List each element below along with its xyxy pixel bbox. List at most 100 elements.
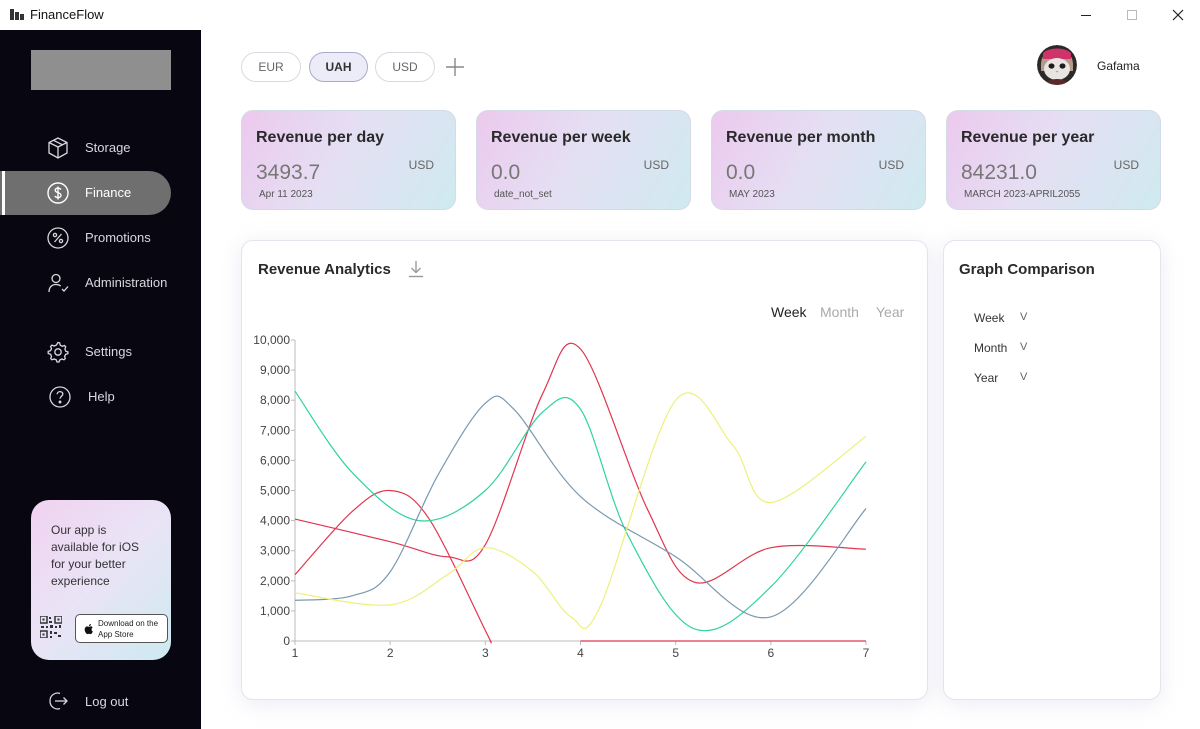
- sidebar-item-promotions[interactable]: Promotions: [0, 216, 171, 260]
- sidebar-item-finance[interactable]: Finance: [0, 171, 171, 215]
- y-tick-label: 9,000: [260, 363, 290, 377]
- app-logo-icon: [10, 9, 24, 20]
- sidebar-item-label: Storage: [85, 140, 131, 155]
- maximize-button[interactable]: [1109, 0, 1155, 30]
- card-date: Apr 11 2023: [259, 189, 313, 200]
- comparison-dropdown-year[interactable]: Year V: [974, 371, 1027, 385]
- minimize-button[interactable]: [1063, 0, 1109, 30]
- comparison-dropdown-month[interactable]: Month V: [974, 341, 1027, 355]
- download-icon[interactable]: [406, 259, 426, 279]
- revenue-line-chart: 0 1,000 2,000 3,000 4,000 5,000 6,000 7,000 8,00…: [253, 333, 870, 660]
- sidebar-item-label: Administration: [85, 275, 168, 290]
- x-tick-label: 6: [767, 646, 774, 660]
- series-line-4: [294, 390, 867, 632]
- sidebar-item-label: Settings: [85, 344, 132, 359]
- y-tick-label: 10,000: [253, 333, 290, 347]
- box-icon: [48, 137, 68, 159]
- comparison-item-label: Month: [974, 341, 1008, 355]
- currency-tab-eur[interactable]: EUR: [241, 52, 301, 82]
- revenue-analytics-panel: Revenue Analytics Week Month Year 0 1,000…: [241, 240, 928, 700]
- series-line-1: [294, 489, 492, 644]
- y-tick-label: 1,000: [260, 604, 290, 618]
- company-logo-placeholder: [31, 50, 171, 90]
- period-tab-month[interactable]: Month: [820, 304, 859, 320]
- card-title: Revenue per month: [726, 129, 876, 146]
- chevron-down-icon: V: [1020, 341, 1028, 353]
- y-tick-label: 0: [283, 634, 290, 648]
- currency-tab-usd[interactable]: USD: [375, 52, 435, 82]
- period-tab-week[interactable]: Week: [771, 304, 807, 320]
- card-title: Revenue per day: [256, 129, 385, 146]
- logout-icon: [49, 692, 68, 710]
- chevron-down-icon: V: [1020, 371, 1028, 383]
- currency-tab-uah[interactable]: UAH: [309, 52, 368, 82]
- close-button[interactable]: [1155, 0, 1200, 30]
- percent-circle-icon: [47, 227, 69, 249]
- card-unit: USD: [643, 158, 669, 172]
- revenue-card-month: Revenue per month 0.0 USD MAY 2023: [711, 110, 926, 210]
- comparison-item-label: Week: [974, 311, 1005, 325]
- user-check-icon: [48, 273, 69, 293]
- card-title: Revenue per year: [961, 129, 1095, 146]
- card-date: MAY 2023: [729, 189, 775, 200]
- close-icon: [1172, 9, 1184, 21]
- card-unit: USD: [878, 158, 904, 172]
- x-tick-label: 2: [387, 646, 394, 660]
- sidebar-item-help[interactable]: Help: [0, 375, 171, 419]
- comparison-dropdown-week[interactable]: Week V: [974, 311, 1027, 325]
- y-tick-label: 7,000: [260, 423, 290, 437]
- x-tick-label: 4: [577, 646, 584, 660]
- series-line-5: [294, 395, 867, 619]
- revenue-card-year: Revenue per year 84231.0 USD MARCH 2023-…: [946, 110, 1161, 210]
- card-date: MARCH 2023-APRIL2055: [964, 189, 1081, 200]
- card-unit: USD: [1113, 158, 1139, 172]
- avatar[interactable]: [1037, 45, 1077, 85]
- question-circle-icon: [49, 386, 71, 408]
- logout-label: Log out: [85, 694, 129, 709]
- y-tick-label: 3,000: [260, 544, 290, 558]
- card-date: date_not_set: [494, 189, 552, 200]
- card-value: 0.0: [726, 161, 756, 184]
- dollar-circle-icon: [47, 182, 69, 204]
- period-tab-year[interactable]: Year: [876, 304, 905, 320]
- app-store-line1: Download on the: [98, 619, 159, 628]
- sidebar-item-storage[interactable]: Storage: [0, 126, 171, 170]
- maximize-icon: [1127, 10, 1137, 20]
- app-store-line2: App Store: [98, 630, 134, 639]
- apple-icon: [84, 623, 93, 635]
- cat-avatar-image: [1037, 45, 1077, 85]
- title-bar: FinanceFlow: [0, 0, 1200, 30]
- username: Gafama: [1097, 59, 1140, 73]
- ios-promo-card: Our app is available for iOS for your be…: [31, 500, 171, 660]
- revenue-card-week: Revenue per week 0.0 USD date_not_set: [476, 110, 691, 210]
- series-line-6: [294, 392, 867, 630]
- x-tick-label: 1: [292, 646, 299, 660]
- chevron-down-icon: V: [1020, 311, 1028, 323]
- gear-icon: [47, 341, 69, 363]
- card-value: 0.0: [491, 161, 521, 184]
- app-title: FinanceFlow: [30, 7, 104, 22]
- plus-icon[interactable]: [444, 56, 466, 78]
- promo-text: Our app is available for iOS for your be…: [51, 523, 140, 588]
- x-tick-label: 7: [863, 646, 870, 660]
- sidebar-item-administration[interactable]: Administration: [0, 261, 171, 305]
- sidebar-item-settings[interactable]: Settings: [0, 330, 171, 374]
- comparison-item-label: Year: [974, 371, 999, 385]
- revenue-card-day: Revenue per day 3493.7 USD Apr 11 2023: [241, 110, 456, 210]
- y-tick-label: 2,000: [260, 574, 290, 588]
- graph-comparison-panel: Graph Comparison Week V Month V Year V: [943, 240, 1161, 700]
- y-tick-label: 6,000: [260, 453, 290, 467]
- comparison-title: Graph Comparison: [959, 261, 1095, 278]
- y-tick-label: 8,000: [260, 393, 290, 407]
- sidebar: Storage Finance Promotions Administratio…: [0, 30, 201, 729]
- x-tick-label: 5: [672, 646, 679, 660]
- app-store-button[interactable]: Download on the App Store: [75, 614, 168, 643]
- logout-button[interactable]: Log out: [0, 680, 171, 720]
- analytics-title: Revenue Analytics: [258, 261, 391, 278]
- sidebar-item-label: Promotions: [85, 230, 151, 245]
- sidebar-item-label: Finance: [85, 185, 132, 200]
- x-tick-label: 3: [482, 646, 489, 660]
- y-tick-label: 4,000: [260, 514, 290, 528]
- card-value: 3493.7: [256, 161, 321, 184]
- minimize-icon: [1081, 15, 1091, 16]
